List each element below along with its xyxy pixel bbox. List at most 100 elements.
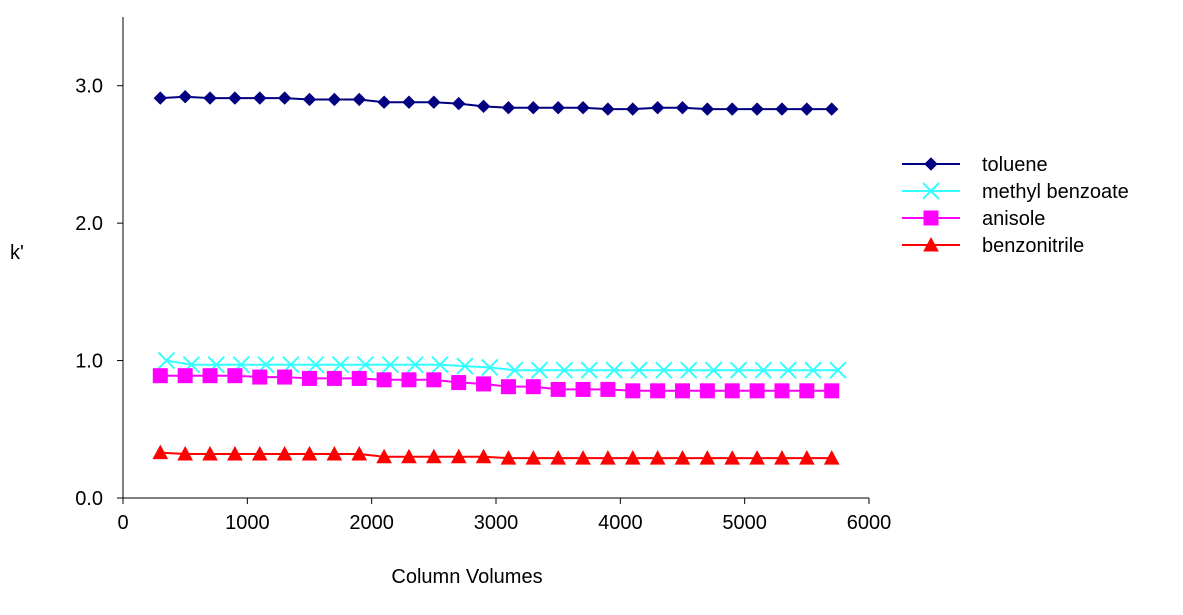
data-point [624, 450, 641, 465]
data-point [675, 100, 690, 115]
data-point [331, 355, 350, 374]
series-line [160, 374, 832, 392]
data-point [451, 375, 467, 391]
data-point [725, 102, 739, 116]
legend-marker [922, 182, 940, 200]
legend-label: benzonitrile [982, 235, 1084, 257]
data-point [351, 445, 368, 461]
legend-label: toluene [982, 154, 1048, 176]
data-point [700, 102, 715, 116]
data-point [724, 450, 741, 465]
data-point [406, 355, 424, 374]
y-tick-label: 2.0 [75, 213, 103, 235]
data-point [749, 383, 765, 399]
data-point [228, 91, 242, 105]
series-benzonitrile [152, 444, 840, 465]
data-point [575, 381, 591, 397]
data-point [550, 450, 567, 465]
data-point [301, 445, 318, 461]
data-point [754, 361, 773, 379]
data-point [824, 102, 839, 116]
data-point [307, 355, 325, 374]
data-point [500, 450, 517, 465]
y-tick-label: 0.0 [75, 488, 103, 510]
data-point [202, 445, 218, 461]
data-point [699, 383, 715, 399]
series-layer [152, 90, 847, 465]
data-point [505, 361, 524, 379]
legend-item: toluene [902, 154, 1048, 176]
data-point [575, 450, 591, 465]
series-toluene [153, 90, 839, 116]
data-point [626, 102, 640, 116]
data-point [600, 450, 616, 465]
x-tick-label: 5000 [722, 512, 767, 534]
data-point [425, 448, 442, 464]
data-point [402, 95, 416, 109]
data-point [356, 355, 375, 374]
data-point [475, 448, 492, 464]
data-point [302, 370, 317, 386]
data-point [481, 358, 499, 377]
data-point [203, 91, 217, 105]
x-tick-label: 6000 [847, 512, 892, 534]
data-point [501, 100, 516, 115]
data-point [824, 383, 840, 399]
data-point [555, 361, 574, 379]
data-point [327, 92, 342, 107]
data-point [451, 96, 466, 111]
data-point [649, 450, 666, 465]
data-point [500, 379, 516, 395]
y-axis-title: k' [10, 242, 24, 264]
data-point [450, 448, 467, 464]
data-point [177, 368, 193, 384]
data-point [580, 361, 598, 379]
data-point [729, 361, 748, 379]
legend-marker [923, 236, 939, 252]
data-point [476, 99, 491, 114]
legend-marker [923, 210, 939, 226]
data-point [749, 450, 765, 465]
x-tick-label: 0 [117, 512, 128, 534]
data-point [823, 450, 840, 465]
data-point [650, 100, 665, 115]
legend-item: benzonitrile [902, 235, 1084, 257]
data-point [153, 91, 168, 105]
data-point [525, 450, 542, 465]
data-point [277, 91, 292, 105]
data-point [675, 383, 690, 399]
ticks: 0 1000 2000 3000 4000 5000 6000 0.0 1.0 2.0 3.0 [75, 76, 891, 534]
data-point [829, 361, 847, 379]
data-point [680, 361, 698, 379]
data-point [326, 370, 342, 386]
data-point [526, 100, 541, 115]
data-point [252, 369, 268, 385]
data-point [750, 102, 764, 116]
data-point [178, 90, 192, 104]
data-point [352, 92, 366, 107]
data-point [177, 445, 194, 461]
axes [122, 17, 869, 499]
data-point [253, 91, 267, 105]
data-point [276, 445, 293, 461]
data-point [381, 355, 400, 374]
data-point [376, 448, 392, 464]
x-tick-label: 1000 [225, 512, 270, 534]
x-tick-label: 2000 [349, 512, 394, 534]
data-point [804, 361, 822, 379]
legend-item: anisole [902, 208, 1045, 230]
data-point [798, 450, 815, 465]
series-line [160, 95, 832, 111]
legend-label: methyl benzoate [982, 181, 1129, 203]
data-point [277, 369, 293, 385]
data-point [401, 372, 417, 388]
data-point [600, 381, 616, 397]
data-point [625, 383, 641, 399]
y-tick-label: 1.0 [75, 351, 103, 373]
series-methyl-benzoate [157, 351, 847, 379]
data-point [376, 372, 392, 388]
data-point [157, 351, 176, 370]
data-point [779, 361, 797, 379]
data-point [525, 379, 541, 395]
data-point [326, 445, 343, 461]
